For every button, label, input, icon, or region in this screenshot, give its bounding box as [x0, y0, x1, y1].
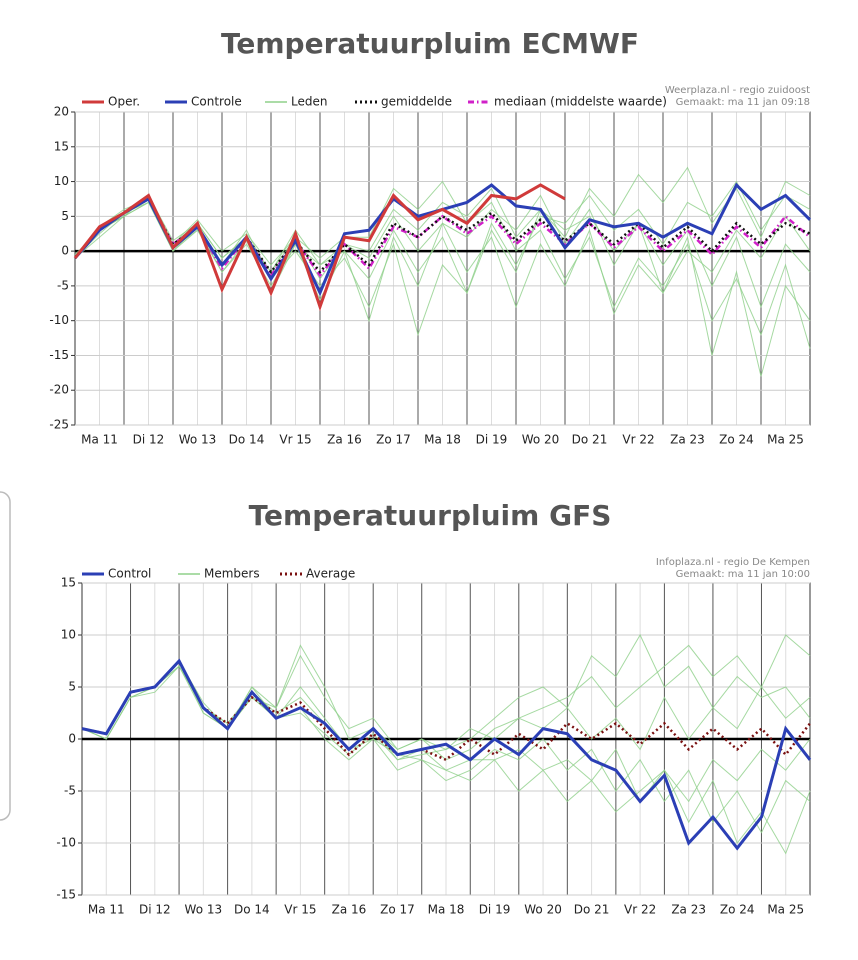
credit: Weerplaza.nl - regio zuidoost	[665, 85, 810, 96]
y-tick-label: -15	[49, 348, 69, 362]
legend-label: gemiddelde	[381, 95, 452, 109]
y-tick-label: 10	[54, 174, 69, 188]
legend-label: Control	[108, 567, 151, 581]
y-tick-label: -10	[56, 836, 76, 850]
x-tick-label: Di 19	[476, 433, 508, 447]
credit: Gemaakt: ma 11 jan 10:00	[676, 569, 810, 580]
credit: Infoplaza.nl - regio De Kempen	[656, 557, 810, 568]
x-tick-label: Zo 24	[719, 433, 754, 447]
x-tick-label: Vr 22	[622, 433, 654, 447]
x-tick-label: Di 19	[479, 903, 511, 917]
x-tick-label: Vr 15	[284, 903, 316, 917]
legend-label: Average	[306, 567, 355, 581]
legend-label: mediaan (middelste waarde)	[494, 95, 667, 109]
x-tick-label: Ma 11	[88, 903, 125, 917]
x-tick-label: Wo 13	[179, 433, 217, 447]
legend-label: Controle	[191, 95, 242, 109]
x-tick-label: Za 23	[670, 433, 705, 447]
legend-label: Members	[204, 567, 260, 581]
x-tick-label: Zo 17	[376, 433, 411, 447]
x-tick-label: Ma 18	[428, 903, 465, 917]
y-tick-label: -5	[64, 784, 76, 798]
y-tick-label: 0	[61, 244, 69, 258]
credit: Gemaakt: ma 11 jan 09:18	[676, 97, 810, 108]
x-tick-label: Ma 18	[424, 433, 461, 447]
y-tick-label: -10	[49, 313, 69, 327]
x-tick-label: Ma 25	[767, 903, 804, 917]
series-line	[73, 183, 566, 312]
y-tick-label: 15	[61, 576, 76, 590]
chart-title: Temperatuurpluim ECMWF	[221, 27, 639, 60]
x-tick-label: Wo 13	[185, 903, 223, 917]
x-tick-label: Do 14	[229, 433, 265, 447]
x-tick-label: Do 21	[572, 433, 608, 447]
x-tick-label: Ma 25	[767, 433, 804, 447]
x-tick-label: Vr 15	[279, 433, 311, 447]
y-tick-label: -5	[57, 278, 69, 292]
member-line	[74, 166, 811, 337]
y-tick-label: 20	[54, 105, 69, 119]
x-tick-label: Wo 20	[524, 903, 562, 917]
series-line	[81, 658, 812, 851]
side-panel-edge	[0, 491, 11, 821]
y-tick-label: -25	[49, 418, 69, 432]
x-tick-label: Do 14	[234, 903, 270, 917]
member-line	[81, 633, 811, 761]
x-tick-label: Vr 22	[624, 903, 656, 917]
legend-label: Leden	[291, 95, 327, 109]
member-line	[74, 180, 811, 349]
x-tick-label: Zo 24	[720, 903, 755, 917]
x-tick-label: Di 12	[139, 903, 171, 917]
y-tick-label: -20	[49, 383, 69, 397]
y-tick-label: 0	[68, 732, 76, 746]
y-tick-label: -15	[56, 888, 76, 902]
x-tick-label: Zo 17	[380, 903, 415, 917]
y-tick-label: 5	[61, 209, 69, 223]
x-tick-label: Za 16	[332, 903, 367, 917]
x-tick-label: Za 16	[327, 433, 362, 447]
y-tick-label: 10	[61, 628, 76, 642]
x-tick-label: Wo 20	[522, 433, 560, 447]
legend-label: Oper.	[108, 95, 140, 109]
chart-title: Temperatuurpluim GFS	[249, 499, 612, 532]
x-tick-label: Ma 11	[81, 433, 118, 447]
x-tick-label: Do 21	[574, 903, 610, 917]
y-tick-label: 5	[68, 680, 76, 694]
x-tick-label: Za 23	[671, 903, 706, 917]
y-tick-label: 15	[54, 139, 69, 153]
x-tick-label: Di 12	[133, 433, 165, 447]
